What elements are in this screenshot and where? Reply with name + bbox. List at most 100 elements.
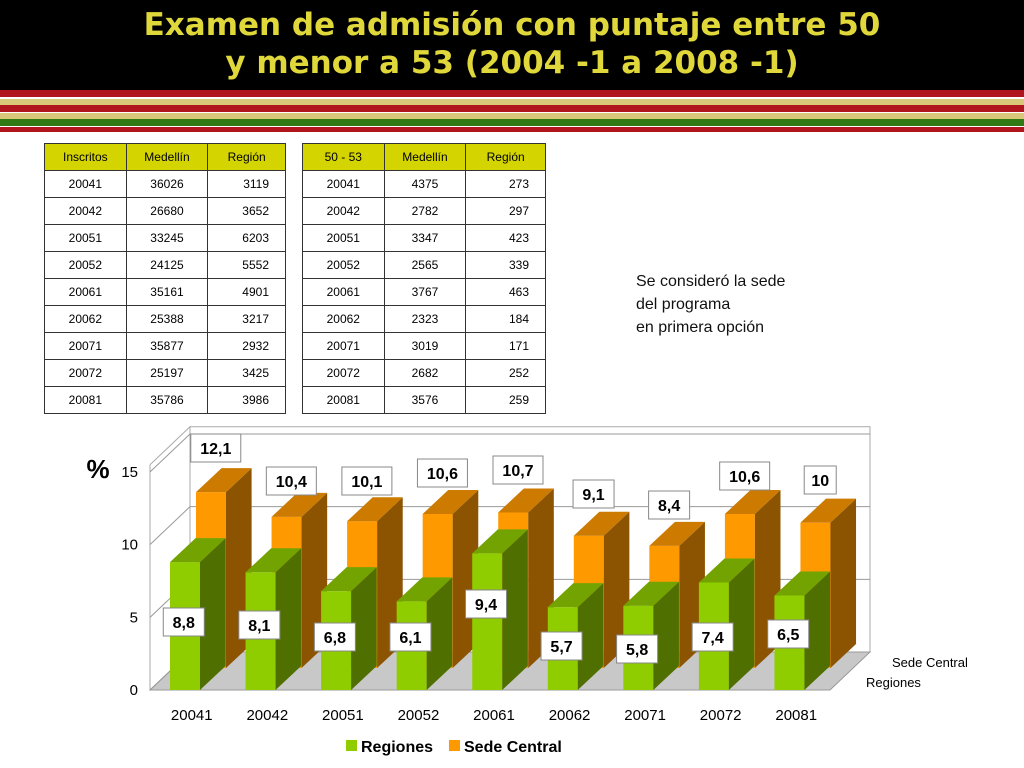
- table-cell: 252: [465, 359, 546, 387]
- table-row: 20071 3019 171: [302, 332, 546, 360]
- bar-regiones-top: [623, 581, 679, 606]
- table-cell: 4901: [207, 278, 286, 306]
- depth-label-sede-central: Sede Central: [892, 655, 968, 670]
- bar-regiones-side: [275, 548, 302, 690]
- data-label-regiones-box: [540, 631, 583, 661]
- table-cell: 20072: [44, 359, 127, 387]
- table-cell: 20072: [302, 359, 385, 387]
- data-label-regiones: 8,1: [248, 618, 270, 635]
- x-tick-label: 20062: [549, 707, 591, 724]
- data-label-regiones-box: [691, 622, 734, 652]
- gridline: [149, 506, 870, 546]
- data-label-sede-central-box: [190, 433, 242, 463]
- table-cell: 273: [465, 170, 546, 198]
- note-text: Se consideró la sede del programa en pri…: [636, 270, 785, 339]
- stripe: [0, 127, 1024, 132]
- puntaje-50-53-table: 50 - 53 Medellín Región 20041 4375 273 20042 2…: [302, 143, 546, 414]
- table-cell: 20051: [302, 224, 385, 252]
- data-label-sede-central-box: [416, 458, 468, 488]
- bar-regiones-side: [426, 577, 453, 690]
- bar-regiones-side: [577, 583, 604, 690]
- data-label-sede-central: 10: [811, 473, 829, 490]
- table-cell: 20062: [44, 305, 127, 333]
- bar-sede-central-side: [603, 511, 630, 668]
- table-cell: 6203: [207, 224, 286, 252]
- table-cell: 20051: [44, 224, 127, 252]
- table-cell: 35786: [125, 386, 209, 414]
- bar-regiones-top: [774, 571, 831, 596]
- table-cell: 35161: [125, 278, 209, 306]
- y-tick-label: 10: [121, 537, 138, 554]
- title-bar: Examen de admisión con puntaje entre 50 …: [0, 0, 1024, 90]
- table-cell: 20071: [44, 332, 127, 360]
- table-cell: 3767: [383, 278, 467, 306]
- bar-sede-central-side: [452, 489, 479, 668]
- table-header-cell: Medellín: [125, 143, 209, 171]
- data-label-sede-central: 10,1: [351, 474, 382, 491]
- data-label-sede-central-box: [492, 455, 544, 485]
- table-row: 20072 2682 252: [302, 359, 546, 387]
- table-cell: 3986: [207, 386, 286, 414]
- data-label-regiones-box: [389, 622, 432, 652]
- table-cell: 3119: [207, 170, 286, 198]
- table-row: 20071 35877 2932: [44, 332, 286, 360]
- depth-label-regiones: Regiones: [866, 675, 921, 690]
- table-header-cell: Inscritos: [44, 143, 127, 171]
- table-cell: 3425: [207, 359, 286, 387]
- table-cell: 339: [465, 251, 546, 279]
- table-row: 20052 24125 5552: [44, 251, 286, 279]
- table-cell: 5552: [207, 251, 286, 279]
- bar-sede-central-side: [528, 488, 554, 668]
- title-line-2: y menor a 53 (2004 -1 a 2008 -1): [225, 45, 799, 81]
- title-line-1: Examen de admisión con puntaje entre 50: [143, 7, 881, 43]
- data-label-sede-central-box: [719, 461, 771, 491]
- x-tick-label: 20071: [624, 707, 666, 724]
- stripe: [0, 99, 1024, 105]
- legend-swatch-regiones: [346, 740, 357, 751]
- bar-regiones-front: [472, 553, 503, 690]
- data-label-sede-central-box: [572, 479, 615, 509]
- x-tick-label: 20081: [775, 707, 817, 724]
- table-row: 20041 4375 273: [302, 170, 546, 198]
- bar-regiones: [698, 558, 755, 690]
- table-cell: 259: [465, 386, 546, 414]
- data-label-sede-central: 10,4: [276, 474, 307, 491]
- x-tick-label: 20041: [171, 707, 213, 724]
- bar-regiones-side: [200, 538, 226, 690]
- bar-sede-central-top: [724, 489, 781, 514]
- x-tick-label: 20051: [322, 707, 364, 724]
- table-cell: 33245: [125, 224, 209, 252]
- bar-regiones: [472, 529, 528, 690]
- data-label-sede-central-box: [648, 490, 691, 520]
- table-row: 20061 3767 463: [302, 278, 546, 306]
- data-label-regiones: 6,8: [324, 630, 346, 647]
- bar-regiones-top: [245, 548, 302, 573]
- bar-regiones-side: [804, 571, 831, 690]
- table-row: 20051 33245 6203: [44, 224, 286, 252]
- bar-sede-central-top: [498, 488, 554, 513]
- table-header-cell: Medellín: [383, 143, 467, 171]
- bar-sede-central-top: [573, 511, 630, 536]
- data-label-regiones: 9,4: [475, 597, 497, 614]
- data-label-sede-central: 10,6: [427, 466, 458, 483]
- table-row: 20081 3576 259: [302, 386, 546, 414]
- bar-regiones-side: [653, 581, 679, 690]
- bar-sede-central-top: [649, 521, 705, 546]
- note-line-2: del programa: [636, 296, 731, 313]
- bar-regiones-top: [472, 529, 528, 554]
- data-label-regiones: 8,8: [173, 615, 195, 632]
- legend-label-sede-central: Sede Central: [464, 739, 562, 756]
- bar-regiones-side: [351, 567, 377, 690]
- bar-sede-central-top: [800, 498, 857, 523]
- bar-sede-central-top: [347, 497, 403, 522]
- x-tick-label: 20072: [700, 707, 742, 724]
- data-label-regiones-box: [313, 622, 356, 652]
- data-label-regiones-box: [162, 607, 205, 637]
- stripe: [0, 105, 1024, 112]
- data-label-regiones-box: [767, 619, 810, 649]
- table-row: 20042 26680 3652: [44, 197, 286, 225]
- data-label-sede-central-box: [341, 466, 393, 496]
- stripe: [0, 90, 1024, 97]
- bar-sede-central-top: [271, 492, 328, 517]
